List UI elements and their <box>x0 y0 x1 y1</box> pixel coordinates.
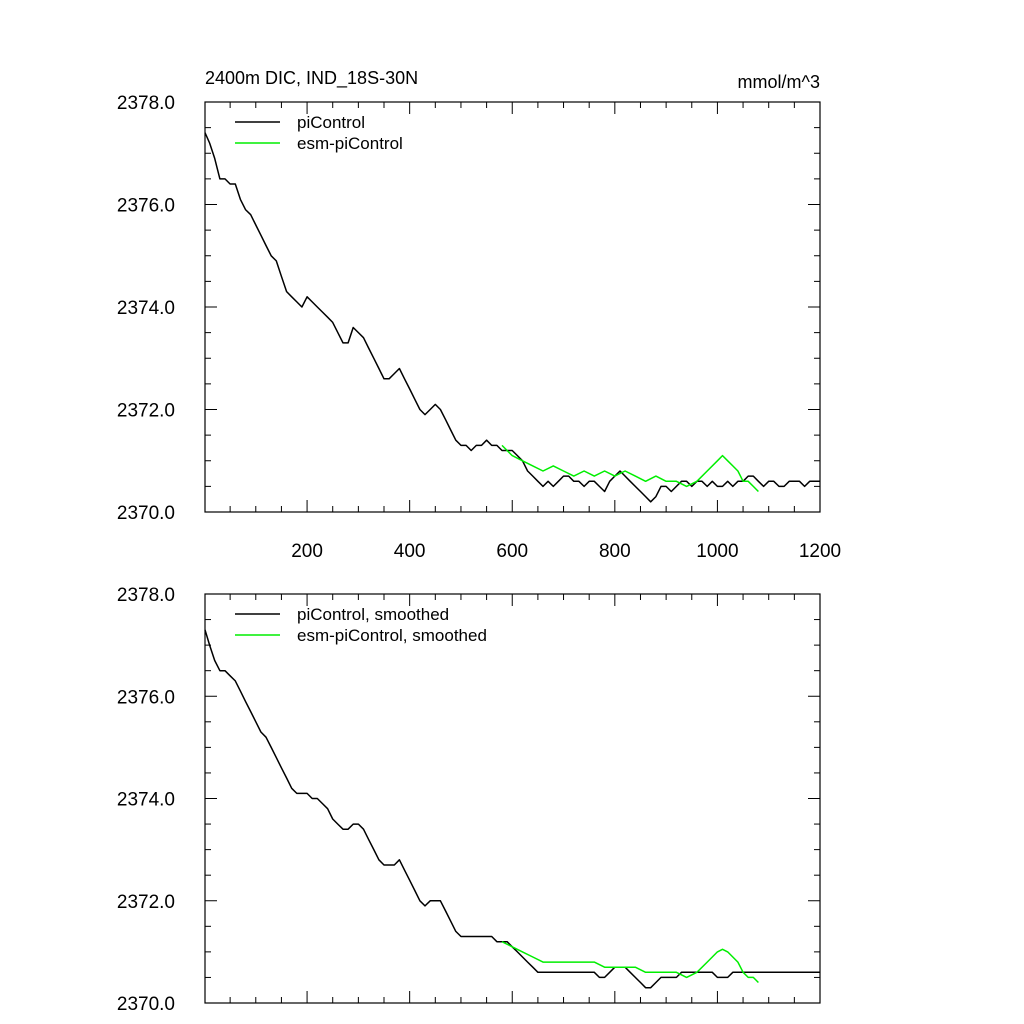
y-tick-label: 2378.0 <box>117 585 175 606</box>
y-tick-label: 2376.0 <box>117 687 175 708</box>
legend-label: esm-piControl, smoothed <box>297 626 487 645</box>
series-line-esm-picontrol <box>501 941 759 984</box>
y-tick-label: 2378.0 <box>117 93 175 114</box>
series-line-picontrol <box>204 132 820 503</box>
x-tick-label: 800 <box>599 541 631 562</box>
units-label: mmol/m^3 <box>738 72 820 92</box>
y-tick-label: 2374.0 <box>117 298 175 319</box>
plot-frame <box>204 593 821 1004</box>
top-series <box>204 132 820 503</box>
y-tick-label: 2374.0 <box>117 790 175 811</box>
y-tick-label: 2372.0 <box>117 892 175 913</box>
x-tick-label: 1200 <box>799 541 841 562</box>
top-legend: piControl esm-piControl <box>235 113 403 153</box>
series-line-esm-picontrol <box>501 444 759 493</box>
legend-label: piControl <box>297 113 365 132</box>
y-tick-label: 2372.0 <box>117 401 175 422</box>
y-tick-label: 2370.0 <box>117 994 175 1015</box>
top-panel: 2400m DIC, IND_18S-30N mmol/m^3 2370.023… <box>117 68 841 562</box>
bottom-panel: 2370.0 2372.0 2374.0 2376.0 2378.0 piControl… <box>117 585 821 1015</box>
legend-label: piControl, smoothed <box>297 605 449 624</box>
y-tick-label: 2376.0 <box>117 196 175 217</box>
bottom-axes: 2370.0 2372.0 2374.0 2376.0 2378.0 <box>117 585 821 1015</box>
x-tick-label: 400 <box>394 541 426 562</box>
top-axes: 2370.0 2372.0 2374.0 2376.0 2378.0 200 400 600 8… <box>117 93 841 562</box>
chart-title: 2400m DIC, IND_18S-30N <box>205 68 418 89</box>
bottom-series <box>204 629 820 989</box>
x-tick-label: 600 <box>496 541 528 562</box>
bottom-legend: piControl, smoothed esm-piControl, smooth… <box>235 605 487 645</box>
x-tick-label: 1000 <box>696 541 738 562</box>
x-tick-label: 200 <box>291 541 323 562</box>
y-tick-label: 2370.0 <box>117 503 175 524</box>
legend-label: esm-piControl <box>297 134 403 153</box>
series-line-picontrol <box>204 629 820 989</box>
